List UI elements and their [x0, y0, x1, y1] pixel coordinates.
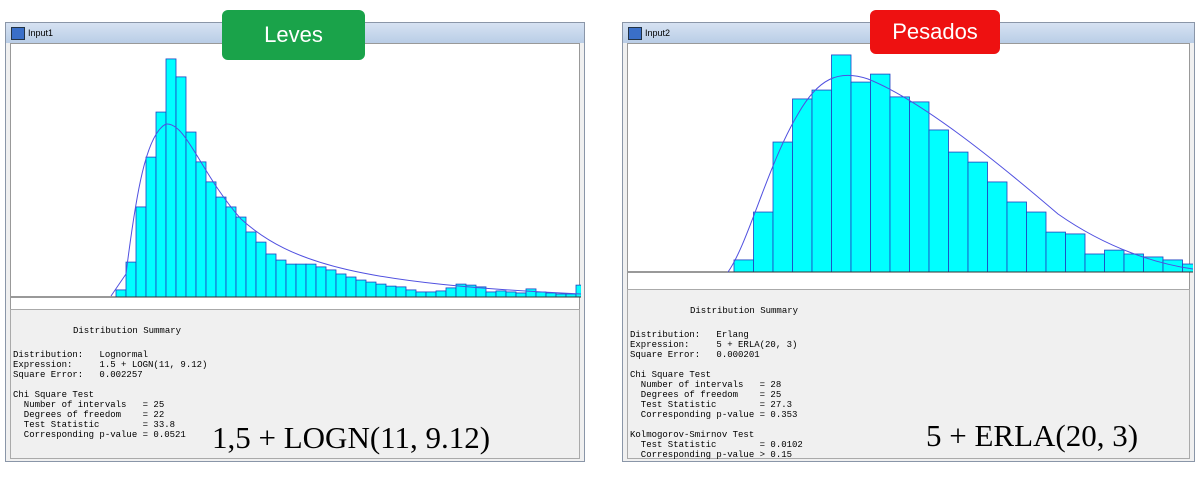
summary-line: Distribution: Lognormal: [13, 350, 577, 360]
summary-line: Distribution: Erlang: [630, 330, 1187, 340]
bar: [306, 264, 316, 297]
bar: [406, 290, 416, 297]
bar: [734, 260, 754, 272]
bar: [386, 286, 396, 297]
summary-line: Square Error: 0.000201: [630, 350, 1187, 360]
bar: [1105, 250, 1125, 272]
bar: [1085, 254, 1105, 272]
summary-heading: Distribution Summary: [73, 326, 577, 336]
histogram: [628, 44, 1193, 289]
summary-line: Degrees of freedom = 25: [630, 390, 1187, 400]
bar: [576, 285, 581, 297]
summary-line: Chi Square Test: [13, 390, 577, 400]
bar: [136, 207, 146, 297]
bar: [446, 288, 456, 297]
bar: [356, 280, 366, 297]
bar: [426, 292, 436, 297]
window-title: Input2: [645, 28, 670, 38]
bar: [416, 292, 426, 297]
bar: [812, 90, 832, 272]
bar: [276, 260, 286, 297]
bar: [506, 292, 516, 297]
bar: [1027, 212, 1047, 272]
window: Input2 Distribution Summary Distribution:…: [622, 22, 1195, 462]
bar: [256, 242, 266, 297]
bar: [266, 254, 276, 297]
screen: Input1 Distribution Summary Distribution:…: [0, 0, 1195, 477]
bar: [851, 82, 871, 272]
bar: [968, 162, 988, 272]
summary-line: Chi Square Test: [630, 370, 1187, 380]
histogram: [11, 44, 581, 314]
bar: [376, 284, 386, 297]
summary-line: Square Error: 0.002257: [13, 370, 577, 380]
bar: [296, 264, 306, 297]
bar: [1066, 234, 1086, 272]
formula: 1,5 + LOGN(11, 9.12): [212, 420, 490, 456]
bar: [910, 102, 930, 272]
bar: [1144, 257, 1164, 272]
badge: Leves: [222, 10, 365, 60]
bar: [206, 182, 216, 297]
summary-line: Expression: 5 + ERLA(20, 3): [630, 340, 1187, 350]
bar: [436, 291, 446, 297]
bar: [116, 290, 126, 297]
bar: [890, 97, 910, 272]
bar: [366, 282, 376, 297]
plot-area: [627, 43, 1190, 290]
summary-line: Degrees of freedom = 22: [13, 410, 577, 420]
bar: [754, 212, 774, 272]
bar: [1007, 202, 1027, 272]
bar: [286, 264, 296, 297]
bar: [346, 277, 356, 297]
formula: 5 + ERLA(20, 3): [926, 418, 1138, 454]
bar: [832, 55, 852, 272]
bar: [166, 59, 176, 297]
bar: [246, 232, 256, 297]
bar: [196, 162, 206, 297]
bar: [871, 74, 891, 272]
summary-line: Expression: 1.5 + LOGN(11, 9.12): [13, 360, 577, 370]
bar: [949, 152, 969, 272]
summary-line: Test Statistic = 27.3: [630, 400, 1187, 410]
bar: [1163, 260, 1183, 272]
window: Input1 Distribution Summary Distribution:…: [5, 22, 585, 462]
bar: [336, 274, 346, 297]
bar: [146, 157, 156, 297]
bar: [236, 217, 246, 297]
bar: [486, 292, 496, 297]
summary-group: Chi Square Test Number of intervals = 28…: [630, 370, 1187, 420]
plot-area: [10, 43, 580, 315]
bar: [156, 112, 166, 297]
bar: [773, 142, 793, 272]
bar: [226, 207, 236, 297]
bar: [176, 77, 186, 297]
bar: [526, 289, 536, 297]
bar: [216, 197, 226, 297]
bar: [536, 292, 546, 297]
bar: [793, 99, 813, 272]
summary-line: Number of intervals = 28: [630, 380, 1187, 390]
bar: [186, 132, 196, 297]
bar: [1046, 232, 1066, 272]
bar: [496, 291, 506, 297]
window-title: Input1: [28, 28, 53, 38]
bar: [126, 262, 136, 297]
bar: [988, 182, 1008, 272]
bar: [326, 270, 336, 297]
bar: [546, 293, 556, 297]
bar: [929, 130, 949, 272]
bar: [516, 293, 526, 297]
bar: [316, 267, 326, 297]
bar: [396, 287, 406, 297]
summary-heading: Distribution Summary: [690, 306, 1187, 316]
badge: Pesados: [870, 10, 1000, 54]
summary-line: Number of intervals = 25: [13, 400, 577, 410]
